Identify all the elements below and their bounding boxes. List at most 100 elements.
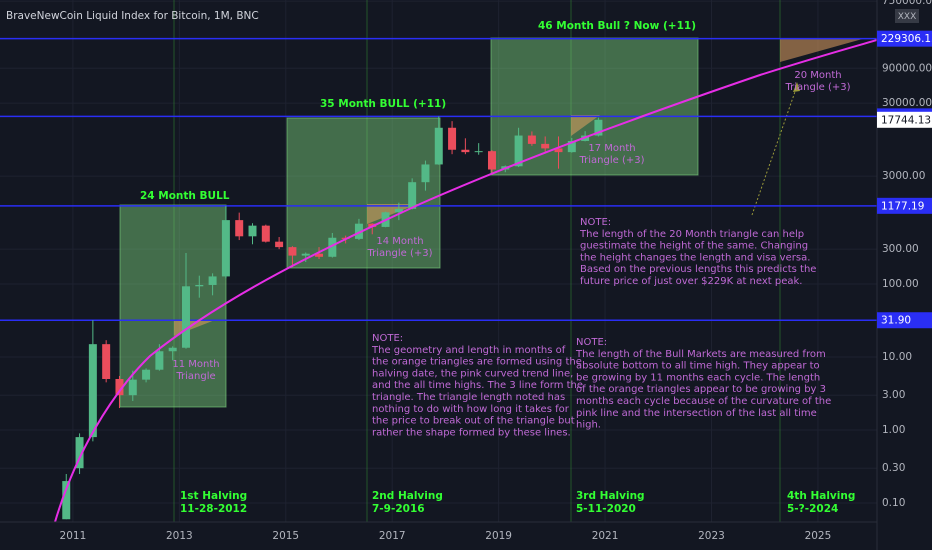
candle-body xyxy=(368,223,377,227)
candle-body xyxy=(301,253,310,256)
candle-body xyxy=(514,135,523,167)
price-line-tag xyxy=(877,197,932,214)
note-line: rather the shape formed by these lines. xyxy=(372,427,571,438)
candle-body xyxy=(208,276,217,285)
y-tick-label: 300.00 xyxy=(882,243,919,255)
candle-body xyxy=(461,149,470,153)
candle-body xyxy=(261,225,270,242)
candle-body xyxy=(181,286,190,348)
note-line: nothing to do with how long it takes for xyxy=(372,404,570,415)
note-line: of the orange triangles appear to be gro… xyxy=(576,384,826,395)
triangle-label: Triangle (+3) xyxy=(579,155,645,166)
candle-body xyxy=(448,127,457,150)
grid xyxy=(0,0,877,522)
candle-body xyxy=(88,344,97,438)
candle-body xyxy=(434,127,443,165)
candle-body xyxy=(102,344,111,379)
candle-body xyxy=(275,241,284,248)
note-line: be growing by 11 months each cycle. The … xyxy=(576,372,820,383)
note-line: NOTE: xyxy=(580,217,611,228)
triangle-label: 17 Month xyxy=(588,143,635,154)
halving-label: 7-9-2016 xyxy=(372,503,425,515)
triangle-label: Triangle xyxy=(175,371,215,382)
candle-body xyxy=(328,237,337,257)
price-line-label: 31.90 xyxy=(881,315,911,327)
candle-body xyxy=(408,182,417,209)
candle-body xyxy=(195,284,204,287)
candle-body xyxy=(527,135,536,144)
x-tick-label: 2019 xyxy=(485,530,512,542)
candle-body xyxy=(155,351,164,370)
x-tick-label: 2017 xyxy=(379,530,406,542)
note-line: halving date, the pink curved trend line… xyxy=(372,368,573,379)
candle-body xyxy=(354,223,363,239)
y-tick-label: 1.00 xyxy=(882,424,905,436)
bull-label: 46 Month Bull ? Now (+11) xyxy=(538,20,696,32)
halving-label: 1st Halving xyxy=(180,490,247,502)
price-line-tag xyxy=(877,30,932,47)
trend-curve xyxy=(54,39,877,522)
halving-label: 3rd Halving xyxy=(576,490,645,502)
note-line: The length of the Bull Markets are measu… xyxy=(575,349,826,360)
bull-label: 24 Month BULL xyxy=(140,190,230,202)
y-tick-label: 750000.00 xyxy=(882,0,932,7)
candle-body xyxy=(288,247,297,256)
note-line: pink line and the intersection of the la… xyxy=(576,408,817,419)
y-tick-label: 100.00 xyxy=(882,278,919,290)
x-tick-label: 2011 xyxy=(60,530,87,542)
candle-body xyxy=(221,220,230,277)
y-tick-label: 3.00 xyxy=(882,389,905,401)
y-tick-label: 0.30 xyxy=(882,462,905,474)
price-line-label: 1177.19 xyxy=(881,200,924,212)
halving-label: 2nd Halving xyxy=(372,490,443,502)
bull-box xyxy=(119,204,227,408)
x-tick-label: 2015 xyxy=(272,530,299,542)
halving-label: 5-?-2024 xyxy=(787,503,838,515)
note-line: guestimate the height of the same. Chang… xyxy=(580,241,808,252)
y-tick-label: 90000.00 xyxy=(882,62,932,74)
candle-body xyxy=(394,208,403,213)
candle-body xyxy=(248,225,257,237)
last-price-tag xyxy=(877,111,932,128)
chart-title: BraveNewCoin Liquid Index for Bitcoin, 1… xyxy=(6,10,259,22)
candle-body xyxy=(62,481,71,520)
x-tick-label: 2023 xyxy=(698,530,725,542)
last-price-label: 17744.13 xyxy=(881,114,931,126)
note-line: future price of just over $229K at next … xyxy=(580,276,802,287)
y-tick-label: 0.10 xyxy=(882,497,905,509)
candle-body xyxy=(474,151,483,153)
candle-body xyxy=(315,253,324,257)
candle-body xyxy=(142,369,151,380)
annotations: 24 Month BULL 35 Month BULL (+11) 46 Month… xyxy=(140,20,855,515)
note-line: the price to break out of the triangle b… xyxy=(372,416,575,427)
halving-label: 11-28-2012 xyxy=(180,503,247,515)
note-line: months each cycle because of the curvatu… xyxy=(576,396,831,407)
bull-box xyxy=(490,37,699,176)
y-tick-label: 10.00 xyxy=(882,351,912,363)
arrow-line xyxy=(751,85,798,216)
triangle-label: 20 Month xyxy=(794,70,841,81)
x-tick-label: 2025 xyxy=(805,530,832,542)
price-line-tag xyxy=(877,312,932,329)
halving-lines xyxy=(173,0,781,522)
triangle xyxy=(780,38,866,62)
candle-body xyxy=(128,379,137,396)
x-tick-label: 2013 xyxy=(166,530,193,542)
candle-body xyxy=(541,143,550,149)
triangle-label: 14 Month xyxy=(376,236,423,247)
x-tick-label: 2021 xyxy=(592,530,619,542)
note-line: and the all time highs. The 3 line form … xyxy=(372,380,583,391)
price-line-label: 229306.15 xyxy=(881,33,932,45)
triangle-label: 11 Month xyxy=(172,359,219,370)
note-line: The geometry and length in months of xyxy=(371,345,566,356)
note-line: high. xyxy=(576,420,601,431)
note-line: The length of the 20 Month triangle can … xyxy=(579,229,804,240)
halving-label: 4th Halving xyxy=(787,490,855,502)
candle-body xyxy=(168,347,177,352)
triangle-label: Triangle (+3) xyxy=(785,82,851,93)
badge-text: XXX xyxy=(898,12,917,22)
candle-body xyxy=(554,148,563,153)
y-tick-label: 30000.00 xyxy=(882,97,932,109)
